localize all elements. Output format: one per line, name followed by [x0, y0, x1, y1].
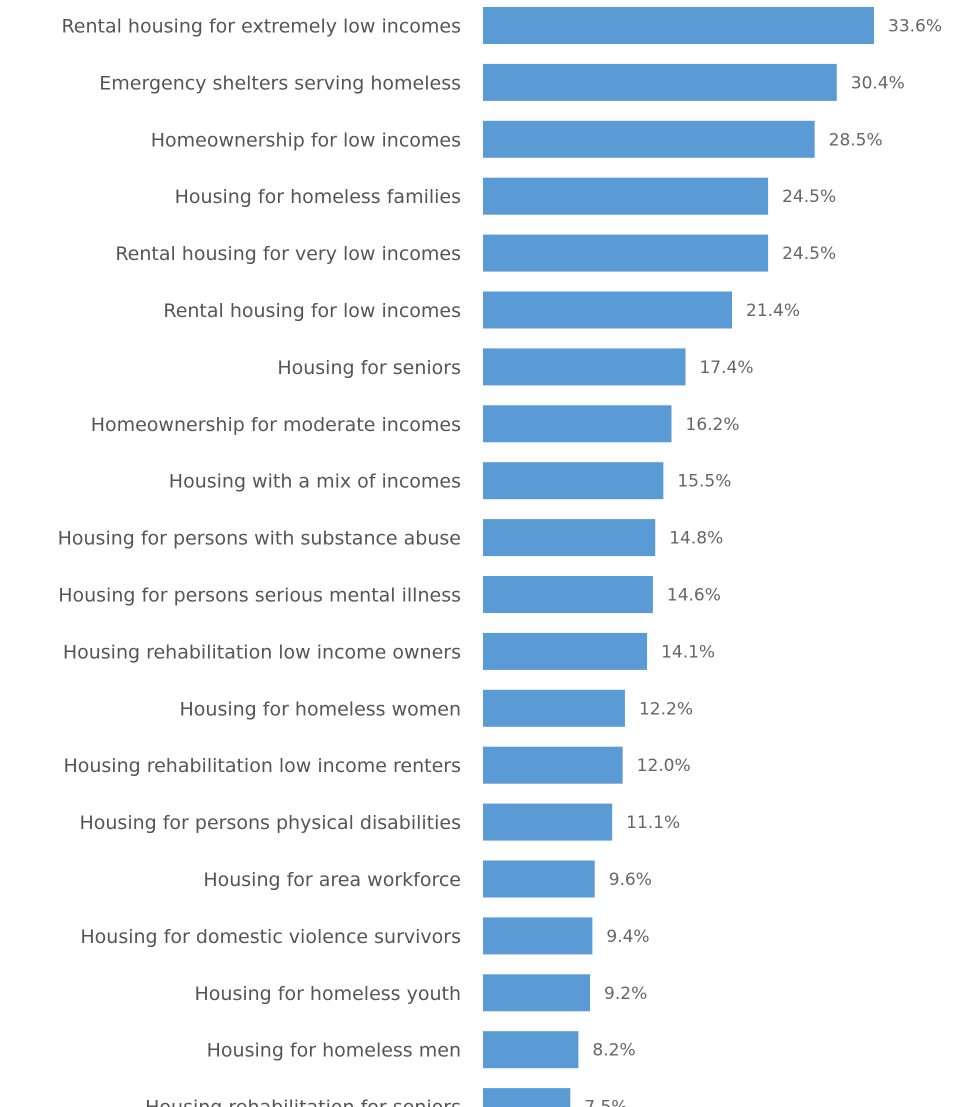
category-label: Housing rehabilitation low income renter… [63, 755, 461, 777]
bar [483, 519, 656, 557]
category-label: Housing rehabilitation low income owners [63, 641, 461, 663]
category-label: Housing for homeless women [179, 698, 461, 720]
value-label: 8.2% [592, 1041, 635, 1061]
category-label: Housing rehabilitation for seniors [145, 1097, 461, 1107]
bar [483, 576, 653, 613]
value-label: 14.1% [661, 642, 715, 662]
category-label: Housing for persons serious mental illne… [58, 585, 461, 607]
value-label: 24.5% [782, 244, 836, 264]
bars [483, 7, 874, 1107]
category-label: Emergency shelters serving homeless [99, 72, 461, 94]
value-label: 12.0% [637, 756, 691, 776]
value-labels: 33.6% 30.4% 28.5% 24.5% 24.5% 21.4% 17.4% 16.2%… [584, 17, 942, 1107]
bar [483, 974, 591, 1012]
bar [483, 63, 837, 101]
bar [483, 120, 815, 158]
value-label: 7.5% [584, 1098, 627, 1107]
category-labels: Rental housing for extremely low incomes… [58, 16, 461, 1107]
value-label: 9.4% [606, 927, 649, 947]
bar [483, 348, 686, 386]
category-label: Housing for area workforce [203, 869, 461, 891]
category-label: Housing for persons with substance abuse [58, 528, 461, 550]
category-label: Housing for seniors [277, 357, 461, 379]
category-label: Rental housing for very low incomes [115, 243, 461, 265]
category-label: Housing for homeless youth [194, 983, 461, 1005]
bar [483, 7, 874, 44]
bar [483, 917, 593, 955]
category-label: Housing for homeless families [175, 186, 461, 208]
bar [483, 177, 769, 215]
value-label: 33.6% [888, 17, 942, 37]
value-label: 21.4% [746, 301, 800, 321]
bar [483, 632, 648, 670]
bar [483, 746, 623, 784]
value-label: 28.5% [829, 130, 883, 150]
value-label: 16.2% [686, 415, 740, 435]
bar [483, 689, 625, 727]
bar [483, 405, 672, 443]
value-label: 14.6% [667, 586, 721, 606]
category-label: Homeownership for moderate incomes [91, 414, 461, 436]
category-label: Rental housing for low incomes [163, 300, 461, 322]
value-label: 15.5% [677, 472, 731, 492]
bar [483, 234, 769, 272]
category-label: Homeownership for low incomes [151, 129, 461, 151]
bar [483, 291, 733, 329]
value-label: 30.4% [851, 73, 905, 93]
category-label: Housing for domestic violence survivors [80, 926, 461, 948]
bar [483, 860, 595, 898]
bar [483, 803, 613, 841]
bar [483, 1088, 571, 1107]
category-label: Housing for homeless men [207, 1040, 461, 1062]
value-label: 12.2% [639, 699, 693, 719]
value-label: 24.5% [782, 187, 836, 207]
bar [483, 462, 664, 500]
category-label: Housing with a mix of incomes [169, 471, 461, 493]
value-label: 17.4% [699, 358, 753, 378]
bar [483, 1031, 579, 1069]
category-label: Housing for persons physical disabilitie… [79, 812, 461, 834]
value-label: 11.1% [626, 813, 680, 833]
value-label: 9.2% [604, 984, 647, 1004]
category-label: Rental housing for extremely low incomes [61, 16, 461, 38]
value-label: 9.6% [609, 870, 652, 890]
value-label: 14.8% [669, 529, 723, 549]
